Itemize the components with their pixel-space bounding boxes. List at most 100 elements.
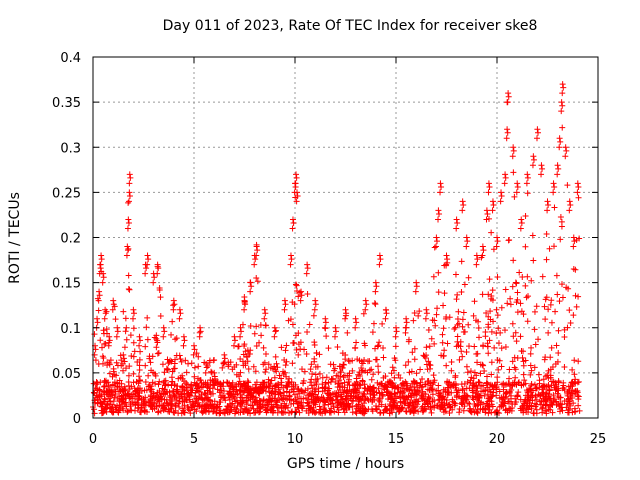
data-point xyxy=(110,408,117,415)
data-point xyxy=(472,402,479,409)
data-point xyxy=(514,392,521,399)
data-point xyxy=(463,363,470,370)
data-point xyxy=(525,293,532,300)
data-point xyxy=(572,292,579,299)
data-point xyxy=(323,374,330,381)
data-point xyxy=(490,202,497,209)
data-point xyxy=(271,383,278,390)
data-point xyxy=(290,381,297,388)
data-point xyxy=(181,390,188,397)
data-point xyxy=(539,409,546,416)
data-point xyxy=(434,238,441,245)
data-point xyxy=(456,320,463,327)
data-point xyxy=(506,388,513,395)
data-point xyxy=(120,351,127,358)
data-point xyxy=(523,180,530,187)
data-point xyxy=(94,397,101,404)
data-point xyxy=(484,391,491,398)
data-point xyxy=(360,390,367,397)
data-point xyxy=(391,390,398,397)
data-point xyxy=(171,365,178,372)
data-point xyxy=(253,323,260,330)
data-point xyxy=(565,398,572,405)
data-point xyxy=(459,323,466,330)
data-point xyxy=(203,364,210,371)
data-point xyxy=(293,198,300,205)
data-point xyxy=(479,291,486,298)
data-point xyxy=(531,381,538,388)
data-point xyxy=(146,353,153,360)
data-point xyxy=(219,364,226,371)
data-point xyxy=(387,396,394,403)
data-point xyxy=(373,283,380,290)
data-point xyxy=(316,406,323,413)
data-point xyxy=(193,350,200,357)
data-point xyxy=(282,347,289,354)
data-point xyxy=(405,402,412,409)
data-point xyxy=(411,356,418,363)
data-point xyxy=(185,404,192,411)
data-point xyxy=(309,389,316,396)
data-point xyxy=(135,396,142,403)
data-point xyxy=(362,306,369,313)
data-point xyxy=(272,327,279,334)
data-point xyxy=(566,406,573,413)
data-point xyxy=(265,376,272,383)
data-point xyxy=(379,320,386,327)
data-point xyxy=(252,398,259,405)
data-point xyxy=(173,335,180,342)
data-point xyxy=(518,382,525,389)
data-point xyxy=(522,282,529,289)
data-point xyxy=(118,386,125,393)
data-point xyxy=(483,207,490,214)
data-point xyxy=(287,252,294,259)
data-point xyxy=(291,339,298,346)
data-point xyxy=(514,289,521,296)
data-point xyxy=(532,400,539,407)
data-point xyxy=(435,289,442,296)
data-point xyxy=(206,359,213,366)
data-point xyxy=(304,385,311,392)
data-point xyxy=(271,374,278,381)
data-point xyxy=(518,220,525,227)
data-point xyxy=(428,385,435,392)
data-point xyxy=(322,325,329,332)
data-point xyxy=(111,386,118,393)
data-point xyxy=(280,368,287,375)
data-point xyxy=(551,183,558,190)
data-point xyxy=(225,363,232,370)
data-point xyxy=(154,350,161,357)
data-point xyxy=(116,406,123,413)
data-point xyxy=(484,373,491,380)
data-point xyxy=(247,410,254,417)
data-point xyxy=(443,252,450,259)
data-point xyxy=(436,390,443,397)
data-point xyxy=(486,215,493,222)
data-point xyxy=(123,365,129,372)
data-point xyxy=(334,343,341,350)
data-point xyxy=(508,398,515,405)
data-point xyxy=(423,398,430,405)
data-point xyxy=(503,135,510,142)
data-point xyxy=(495,340,502,347)
data-point xyxy=(117,403,124,410)
data-point xyxy=(412,288,419,295)
data-point xyxy=(325,392,332,399)
data-point xyxy=(555,350,562,357)
data-point xyxy=(423,344,430,351)
data-point xyxy=(105,342,112,349)
data-point xyxy=(431,377,438,384)
data-point xyxy=(433,387,440,394)
data-point xyxy=(374,379,381,386)
data-point xyxy=(168,382,175,389)
data-point xyxy=(536,377,543,384)
data-point xyxy=(488,401,495,408)
data-point xyxy=(378,401,385,408)
data-point xyxy=(470,396,477,403)
data-point xyxy=(330,403,337,410)
data-point xyxy=(169,318,176,325)
data-point xyxy=(275,380,282,387)
data-point xyxy=(342,306,349,313)
data-point xyxy=(533,303,540,310)
data-point xyxy=(161,369,168,376)
